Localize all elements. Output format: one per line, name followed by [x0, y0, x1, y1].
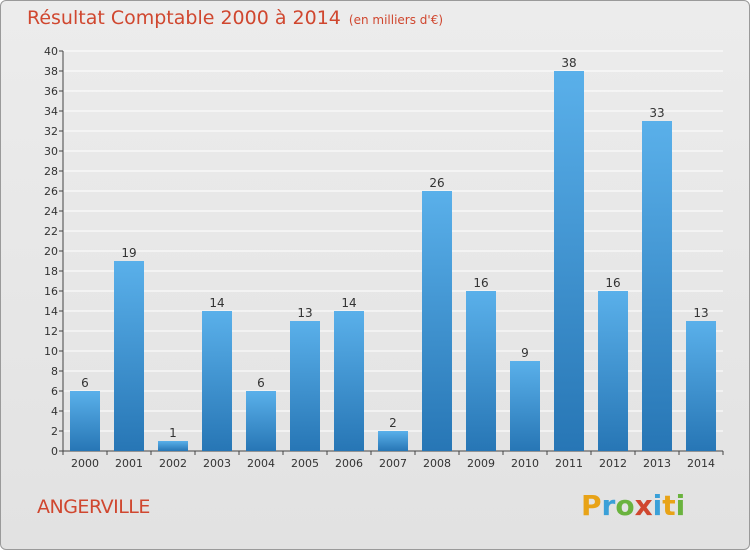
data-label: 6 — [81, 376, 89, 390]
y-tick-label: 28 — [44, 165, 58, 178]
data-label: 9 — [521, 346, 529, 360]
x-tick-label: 2013 — [643, 457, 671, 470]
y-tick-label: 2 — [51, 425, 58, 438]
y-tick-label: 6 — [51, 385, 58, 398]
x-tick-label: 2004 — [247, 457, 275, 470]
x-tick-label: 2006 — [335, 457, 363, 470]
bar — [334, 311, 364, 451]
data-label: 13 — [693, 306, 708, 320]
y-tick-label: 22 — [44, 225, 58, 238]
chart-title: Résultat Comptable 2000 à 2014 (en millie… — [27, 7, 443, 29]
data-label: 13 — [297, 306, 312, 320]
bar — [290, 321, 320, 451]
y-tick-label: 20 — [44, 245, 58, 258]
data-label: 19 — [121, 246, 136, 260]
chart-subtitle: (en milliers d'€) — [348, 13, 444, 27]
bar — [158, 441, 188, 451]
y-tick-label: 10 — [44, 345, 58, 358]
data-label: 26 — [429, 176, 444, 190]
data-label: 14 — [341, 296, 356, 310]
y-tick-label: 18 — [44, 265, 58, 278]
x-tick-label: 2001 — [115, 457, 143, 470]
y-tick-label: 0 — [51, 445, 58, 458]
x-tick-label: 2008 — [423, 457, 451, 470]
y-tick-label: 4 — [51, 405, 58, 418]
y-tick-label: 40 — [44, 45, 58, 58]
y-tick-label: 32 — [44, 125, 58, 138]
y-tick-label: 26 — [44, 185, 58, 198]
y-tick-label: 16 — [44, 285, 58, 298]
proxiti-logo: Proxiti — [581, 489, 685, 522]
bar — [686, 321, 716, 451]
y-tick-label: 14 — [44, 305, 58, 318]
bar — [70, 391, 100, 451]
chart-title-text: Résultat Comptable 2000 à 2014 — [27, 7, 341, 29]
x-tick-label: 2012 — [599, 457, 627, 470]
logo-letter: t — [662, 489, 676, 522]
bar — [554, 71, 584, 451]
x-tick-label: 2009 — [467, 457, 495, 470]
x-tick-label: 2005 — [291, 457, 319, 470]
data-label: 33 — [649, 106, 664, 120]
bar — [466, 291, 496, 451]
data-label: 16 — [473, 276, 488, 290]
bar — [202, 311, 232, 451]
logo-letter: r — [601, 489, 616, 522]
bar — [510, 361, 540, 451]
data-label: 38 — [561, 56, 576, 70]
y-tick-label: 36 — [44, 85, 58, 98]
x-tick-label: 2014 — [687, 457, 715, 470]
bar — [598, 291, 628, 451]
x-tick-label: 2000 — [71, 457, 99, 470]
bar — [114, 261, 144, 451]
logo-letter: x — [634, 489, 653, 522]
logo-letter: i — [652, 489, 663, 522]
y-tick-label: 38 — [44, 65, 58, 78]
x-tick-label: 2003 — [203, 457, 231, 470]
data-label: 6 — [257, 376, 265, 390]
x-tick-label: 2011 — [555, 457, 583, 470]
data-label: 1 — [169, 426, 177, 440]
bar — [246, 391, 276, 451]
x-tick-label: 2010 — [511, 457, 539, 470]
data-label: 16 — [605, 276, 620, 290]
data-label: 2 — [389, 416, 397, 430]
y-tick-label: 24 — [44, 205, 58, 218]
y-tick-label: 8 — [51, 365, 58, 378]
logo-letter: P — [581, 489, 602, 522]
x-tick-label: 2007 — [379, 457, 407, 470]
data-label: 14 — [209, 296, 224, 310]
logo-letter: o — [615, 489, 635, 522]
commune-name: ANGERVILLE — [37, 496, 150, 518]
bar — [422, 191, 452, 451]
y-tick-label: 12 — [44, 325, 58, 338]
y-tick-label: 30 — [44, 145, 58, 158]
y-tick-label: 34 — [44, 105, 58, 118]
logo-letter: i — [675, 489, 686, 522]
bar — [378, 431, 408, 451]
x-tick-label: 2002 — [159, 457, 187, 470]
bar — [642, 121, 672, 451]
